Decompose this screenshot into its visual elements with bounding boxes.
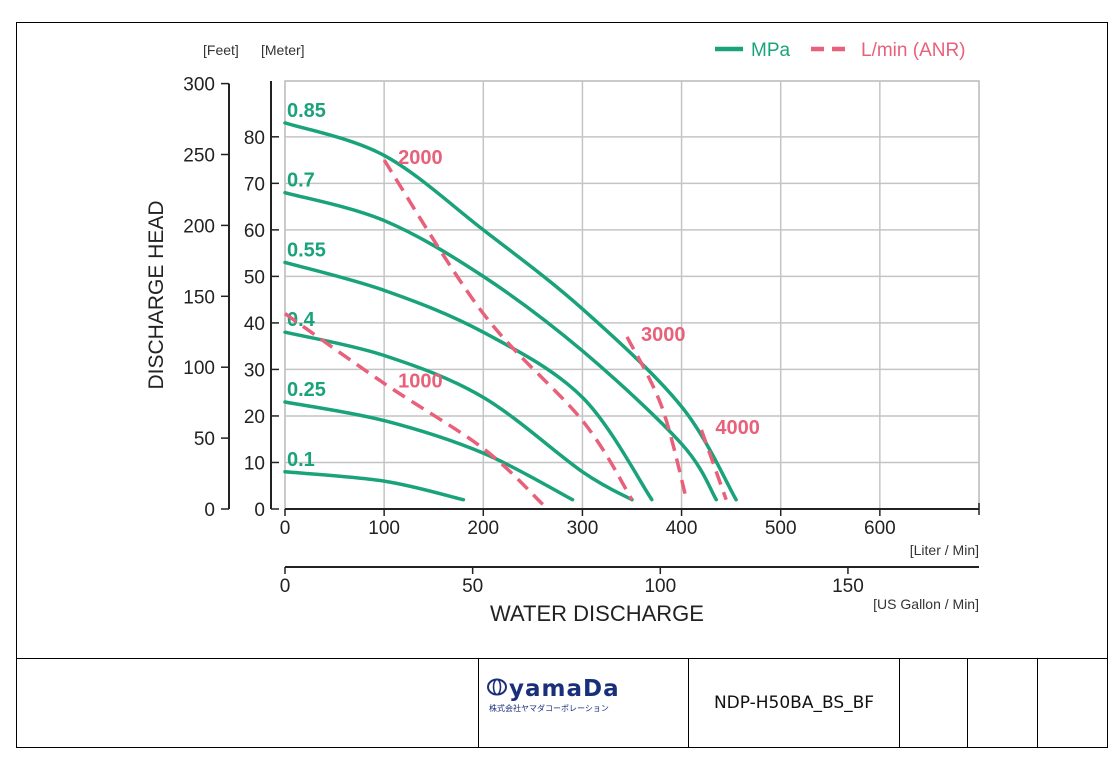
x-tick-label-gallon: 150 [832,576,864,597]
y-tick-label-feet: 250 [183,146,215,167]
x-tick-label-liter: 500 [765,518,797,539]
y-tick-label-meter: 20 [244,407,265,428]
y-tick-label-meter: 0 [254,500,265,521]
doc-id-cell: NDP-H50BA_BS_BF [688,658,899,748]
y-tick-label-feet: 300 [183,75,215,96]
air-flow-label: 4000 [715,417,760,439]
y-tick-label-meter: 10 [244,453,265,474]
x-tick-label-gallon: 0 [280,576,291,597]
pressure-label: 0.25 [287,379,326,401]
y-tick-label-feet: 50 [194,429,215,450]
pressure-curve [283,121,738,502]
y-tick-label-meter: 50 [244,267,265,288]
y-tick-label-feet: 200 [183,216,215,237]
y-tick-label-meter: 80 [244,128,265,149]
title-block-cell-b [967,658,1037,748]
legend-label-air: L/min (ANR) [861,40,966,61]
pressure-label: 0.4 [287,309,316,331]
title-block: yamaDa 株式会社ヤマダコーポレーション NDP-H50BA_BS_BF [16,658,1108,748]
x-tick-label-gallon: 50 [462,576,483,597]
pressure-curve [283,470,466,502]
title-block-blank-cell [16,658,478,748]
air-flow-curve [283,312,544,506]
air-flow-label: 1000 [398,370,443,392]
title-block-top-line [16,658,1108,659]
x-tick-label-liter: 400 [666,518,698,539]
y-axis-unit-feet: [Feet] [203,42,239,58]
pressure-curve [283,190,719,502]
brand-company-name: 株式会社ヤマダコーポレーション [489,704,609,713]
pressure-label: 0.7 [287,170,315,192]
yamada-logo-icon [487,678,507,696]
y-tick-label-feet: 0 [204,500,215,521]
y-tick-label-meter: 30 [244,360,265,381]
air-flow-curve [382,159,634,501]
brand-logo-text: yamaDa [509,676,620,702]
legend-label-mpa: MPa [751,40,791,61]
air-flow-curve [625,336,689,501]
x-axis-title: WATER DISCHARGE [490,601,704,626]
pressure-curve [283,330,634,502]
air-flow-label: 3000 [641,324,686,346]
x-tick-label-liter: 100 [368,518,400,539]
x-axis-unit-gallon: [US Gallon / Min] [873,596,979,612]
document-id: NDP-H50BA_BS_BF [713,692,875,713]
drawing-frame: 0 10 20 30 40 50 60 70 80 0 50 100 150 200 250 300 [Feet… [16,22,1108,748]
title-block-cell-c [1037,658,1108,748]
x-axis-unit-liter: [Liter / Min] [910,542,979,558]
x-tick-label-liter: 300 [567,518,599,539]
pressure-label: 0.85 [287,100,326,122]
pump-performance-chart: 0 10 20 30 40 50 60 70 80 0 50 100 150 200 250 300 [Feet… [145,40,980,626]
y-tick-label-meter: 60 [244,221,265,242]
title-block-cell-a [899,658,967,748]
x-tick-label-liter: 600 [864,518,896,539]
y-tick-label-meter: 40 [244,314,265,335]
pressure-curve [283,260,654,502]
x-tick-label-liter: 200 [467,518,499,539]
y-tick-label-feet: 150 [183,287,215,308]
x-tick-label-gallon: 100 [644,576,676,597]
plot-area [284,80,980,510]
x-tick-label-liter: 0 [280,518,291,539]
pressure-label: 0.55 [287,239,326,261]
y-axis-unit-meter: [Meter] [261,42,305,58]
air-flow-curve [699,429,728,501]
y-tick-label-meter: 70 [244,174,265,195]
air-flow-label: 2000 [398,147,443,169]
y-axis-title: DISCHARGE HEAD [145,200,168,389]
pressure-label: 0.1 [287,449,315,471]
pressure-curve [283,400,575,502]
y-tick-label-feet: 100 [183,358,215,379]
logo-cell: yamaDa 株式会社ヤマダコーポレーション [478,658,688,748]
